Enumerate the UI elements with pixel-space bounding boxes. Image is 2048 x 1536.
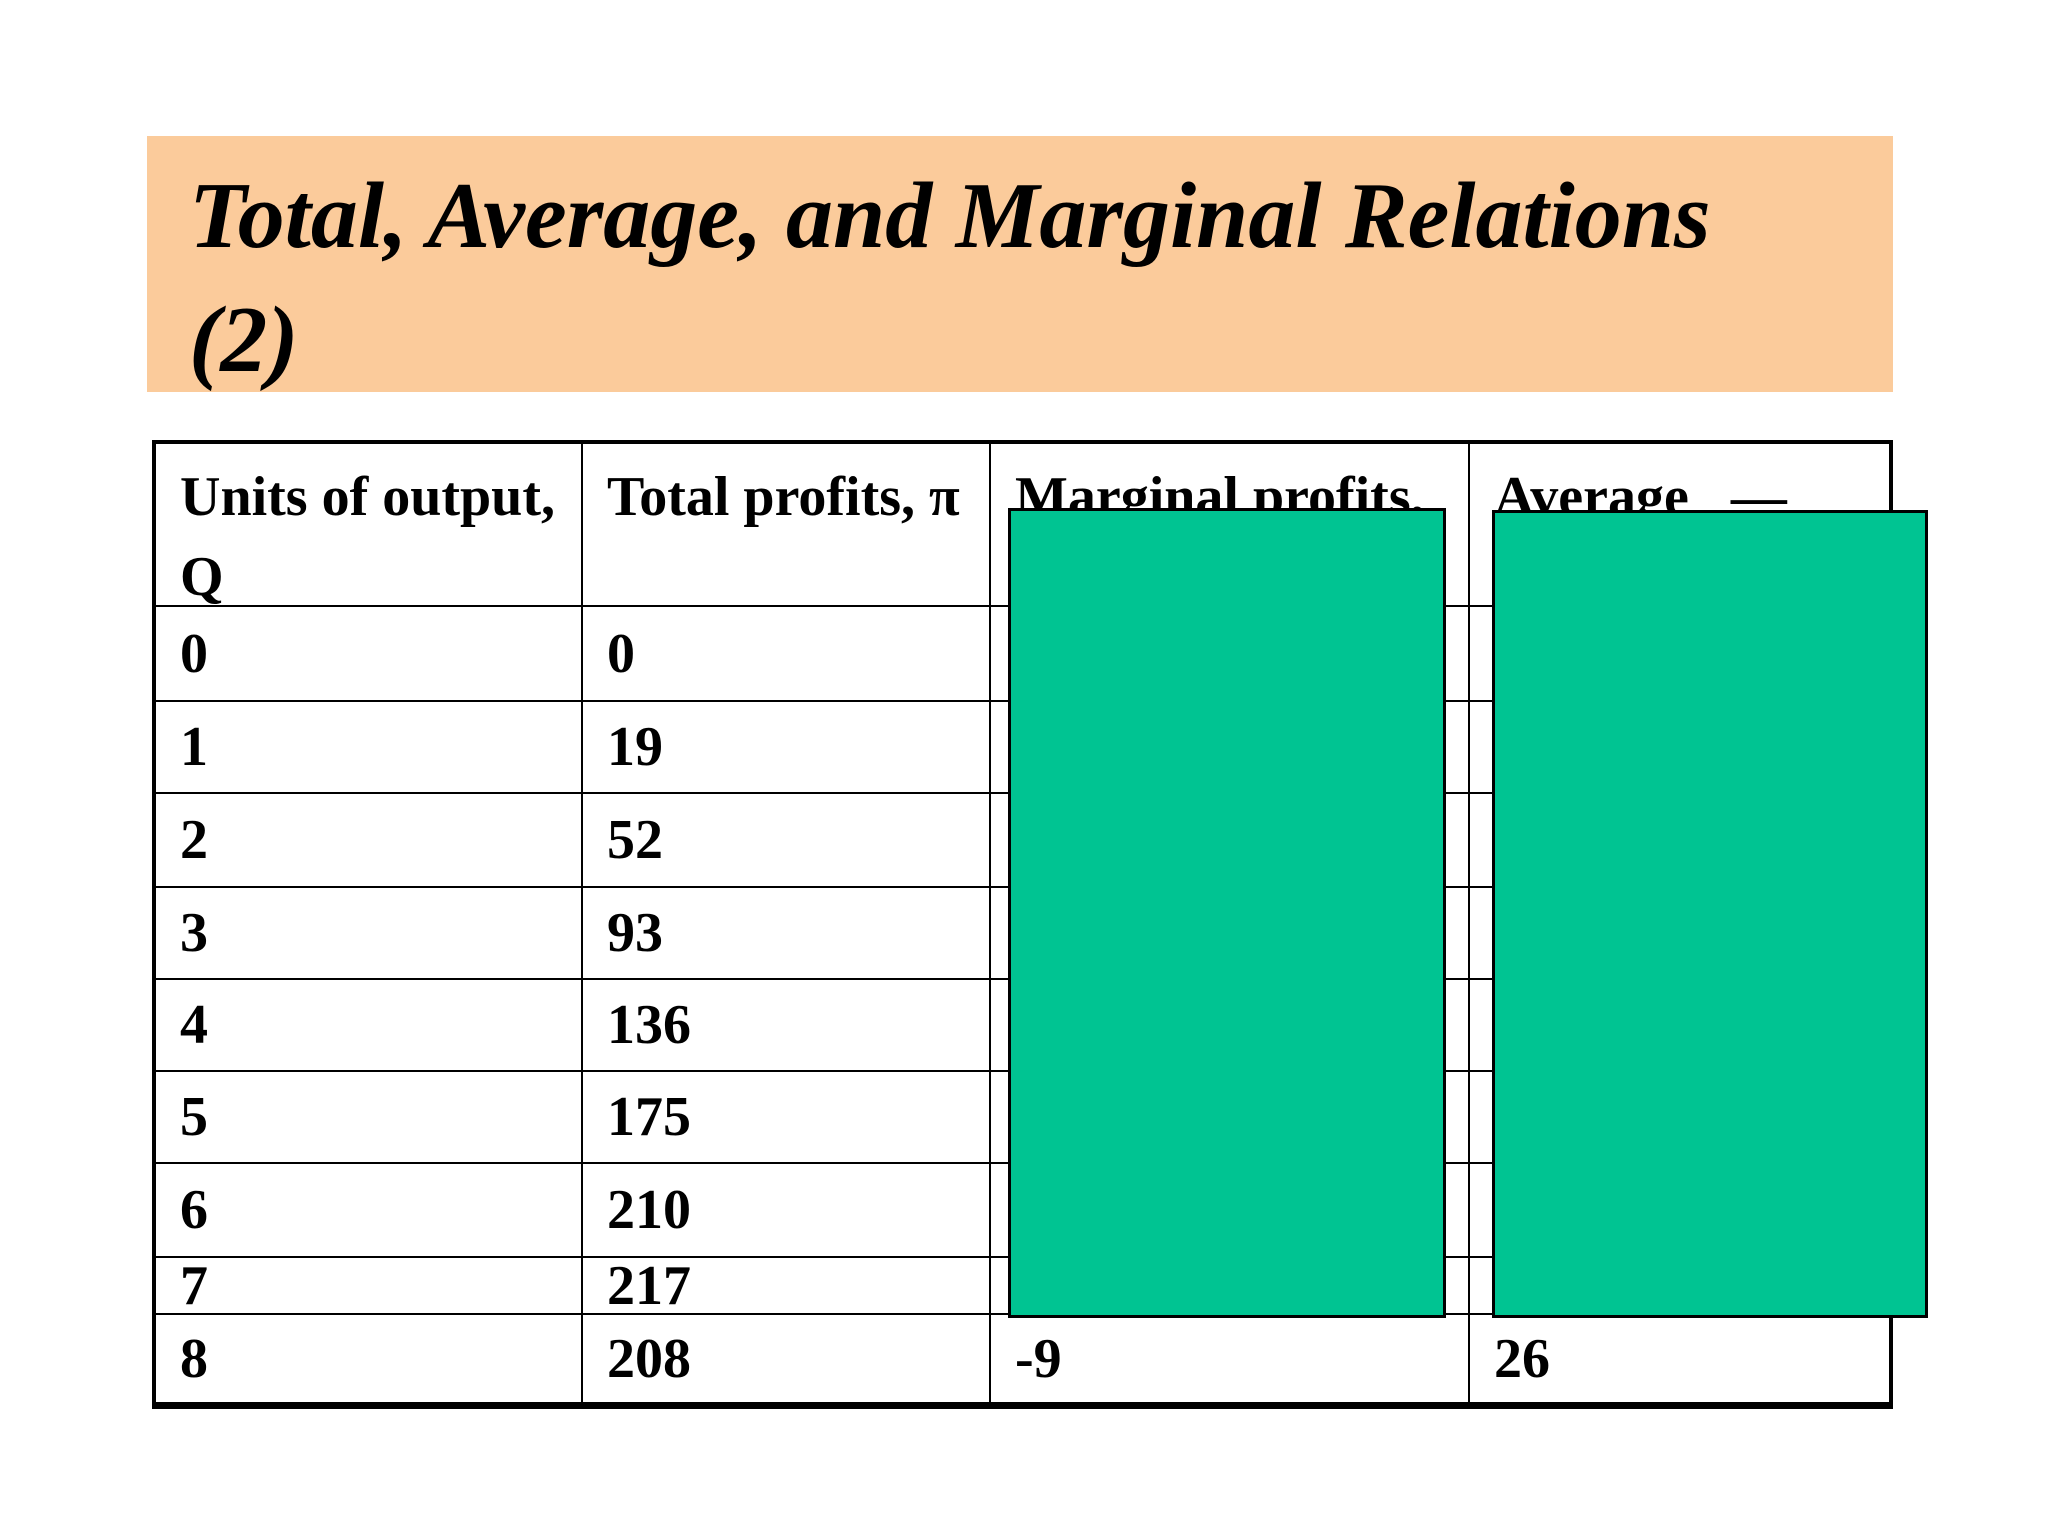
table-cell: 210 bbox=[583, 1164, 991, 1258]
table-cell: 7 bbox=[156, 1258, 583, 1315]
table-cell: 52 bbox=[583, 794, 991, 888]
table-cell: 6 bbox=[156, 1164, 583, 1258]
page-title-line-1: Total, Average, and Marginal Relations bbox=[189, 164, 1711, 268]
table-cell: 4 bbox=[156, 980, 583, 1072]
title-banner: Total, Average, and Marginal Relations (… bbox=[147, 136, 1893, 392]
table-cell: 2 bbox=[156, 794, 583, 888]
table-cell: 26 bbox=[1494, 1327, 1550, 1390]
page-title-line-2: (2) bbox=[189, 288, 299, 392]
table-cell: 19 bbox=[583, 702, 991, 794]
green-mask-average-column bbox=[1492, 510, 1928, 1318]
table-cell: 1 bbox=[156, 702, 583, 794]
table-cell: 3 bbox=[156, 888, 583, 980]
table-cell: 5 bbox=[156, 1072, 583, 1164]
table-cell: 93 bbox=[583, 888, 991, 980]
table-cell: 136 bbox=[583, 980, 991, 1072]
table-cell: 175 bbox=[583, 1072, 991, 1164]
header-cell-units-of-output: Units of output, Q bbox=[156, 444, 583, 607]
table-cell: 217 bbox=[583, 1258, 991, 1315]
green-mask-marginal-column bbox=[1008, 508, 1446, 1318]
table-cell: 208 bbox=[583, 1315, 991, 1402]
table-cell: 8 bbox=[156, 1315, 583, 1402]
header-cell-total-profits: Total profits, π bbox=[583, 444, 991, 607]
table-cell: 0 bbox=[583, 607, 991, 702]
table-cell: 0 bbox=[156, 607, 583, 702]
table-cell: -9 bbox=[991, 1315, 1470, 1402]
